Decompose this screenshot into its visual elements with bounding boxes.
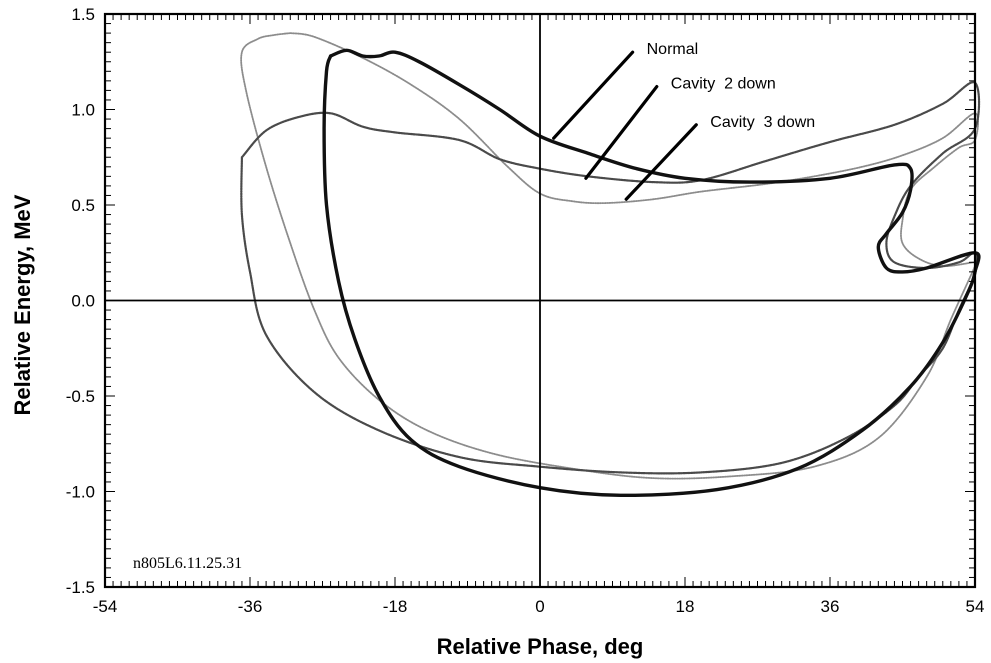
y-tick-label: -1.5 [66,578,95,597]
x-tick-label: -18 [383,597,408,616]
legend-pointer [584,84,659,180]
x-tick-label: -54 [93,597,118,616]
ticks-layer: -54 -36 -18 0 18 36 54 -1.5 -1.0 -0.5 0.0 0.5 1.0 1.5 [66,5,985,616]
y-tick-label: 0.0 [71,292,95,311]
x-tick-label: 18 [676,597,695,616]
corner-annotation: n805L6.11.25.31 [133,555,242,572]
y-tick-label: -0.5 [66,387,95,406]
x-tick-label: 54 [966,597,985,616]
legend-label: Cavity 3 down [710,114,815,131]
legend-pointer [552,50,635,140]
legend-layer: Normal Cavity 2 down Cavity 3 down [552,41,815,201]
series-curve-cavity-2-down [240,81,981,475]
x-axis-title: Relative Phase, deg [437,634,644,659]
axes-layer [103,12,977,589]
series-layer [240,32,981,498]
y-axis-title: Relative Energy, MeV [10,194,35,415]
legend-label: Normal [647,41,699,58]
y-tick-label: -1.0 [66,483,95,502]
series-curve-cavity-3-down [240,32,980,480]
y-tick-label: 1.0 [71,101,95,120]
y-tick-label: 0.5 [71,196,95,215]
series-curve-normal [322,48,981,498]
x-tick-label: 0 [535,597,544,616]
x-tick-label: 36 [821,597,840,616]
y-tick-label: 1.5 [71,5,95,24]
legend-pointer [624,123,698,201]
x-tick-label: -36 [238,597,263,616]
legend-label: Cavity 2 down [671,76,776,93]
